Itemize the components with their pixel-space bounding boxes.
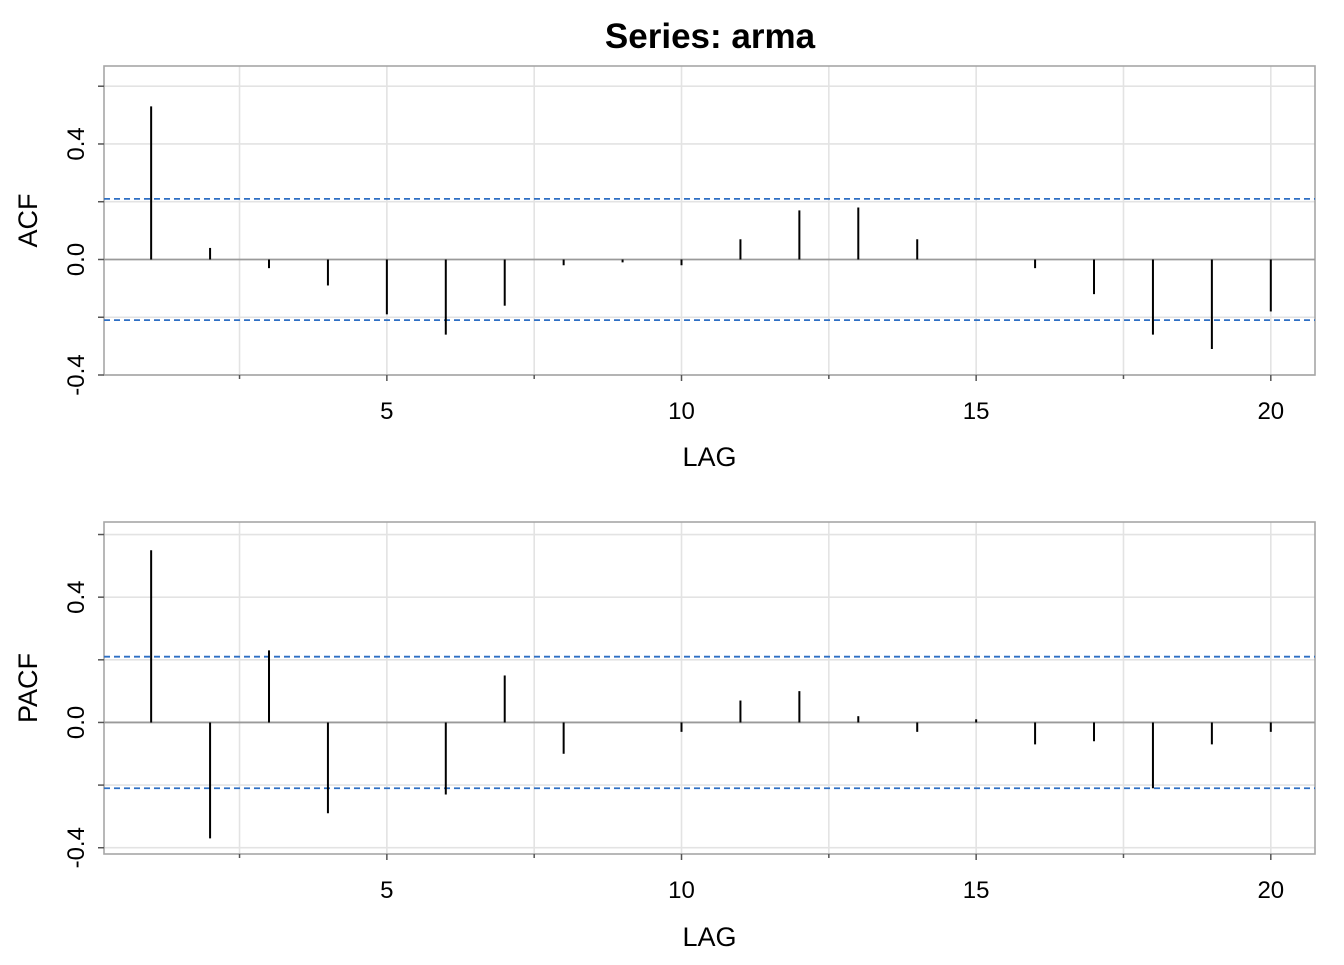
pacf-x-axis-title: LAG	[682, 922, 736, 952]
acf-x-tick-label: 15	[963, 398, 990, 425]
pacf-x-tick-label: 15	[963, 877, 990, 904]
acf-panel-frame	[103, 65, 1316, 376]
pacf-panel: -0.4 0.0 0.4 5 10 15 20 PACF LAG	[13, 521, 1316, 952]
acf-x-tick-label: 5	[380, 398, 393, 425]
acf-x-tick-label: 10	[668, 398, 695, 425]
acf-x-tick-label: 20	[1257, 398, 1284, 425]
pacf-y-axis-title: PACF	[13, 653, 43, 723]
acf-y-tick-label: -0.4	[63, 354, 90, 395]
pacf-y-tick-label: -0.4	[63, 827, 90, 868]
acf-y-tick-label: 0.4	[63, 127, 90, 160]
pacf-x-tick-label: 20	[1257, 877, 1284, 904]
pacf-y-tick-label: 0.4	[63, 580, 90, 613]
acf-y-axis-title: ACF	[13, 194, 43, 248]
pacf-panel-frame	[103, 521, 1316, 855]
acf-y-tick-label: 0.0	[63, 243, 90, 276]
acf-panel: -0.4 0.0 0.4 5 10 15 20 ACF LAG	[13, 65, 1316, 472]
pacf-x-tick-label: 5	[380, 877, 393, 904]
pacf-y-tick-label: 0.0	[63, 706, 90, 739]
pacf-x-tick-label: 10	[668, 877, 695, 904]
acf-x-axis-title: LAG	[682, 442, 736, 472]
chart-title: Series: arma	[605, 17, 816, 56]
